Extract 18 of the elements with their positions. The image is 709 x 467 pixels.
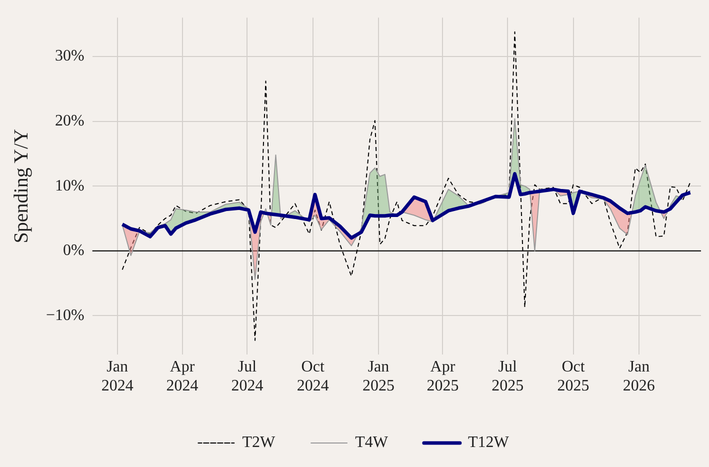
x-tick-label: Jul 2025 bbox=[492, 358, 524, 395]
x-tick-label: Apr 2024 bbox=[166, 358, 198, 395]
x-tick-label: Jan 2026 bbox=[622, 358, 655, 395]
x-tick-label: Oct 2024 bbox=[296, 358, 329, 395]
y-tick-label: 10% bbox=[55, 177, 84, 194]
legend-label: T12W bbox=[468, 434, 510, 452]
x-tick-label: Oct 2025 bbox=[557, 358, 590, 395]
x-tick-label: Jan 2025 bbox=[362, 358, 394, 395]
y-tick-label: 0% bbox=[63, 242, 84, 260]
x-tick-label: Jan 2024 bbox=[101, 358, 134, 395]
x-tick-label: Apr 2025 bbox=[426, 358, 459, 395]
legend-label: T4W bbox=[355, 434, 389, 452]
y-tick-label: 20% bbox=[55, 112, 84, 130]
x-tick-label: Jul 2024 bbox=[231, 358, 264, 395]
legend-label: T2W bbox=[242, 434, 276, 452]
y-tick-label: 30% bbox=[55, 48, 84, 65]
y-axis-title: Spending Y/Y bbox=[10, 128, 32, 244]
y-tick-label: −10% bbox=[46, 306, 84, 324]
